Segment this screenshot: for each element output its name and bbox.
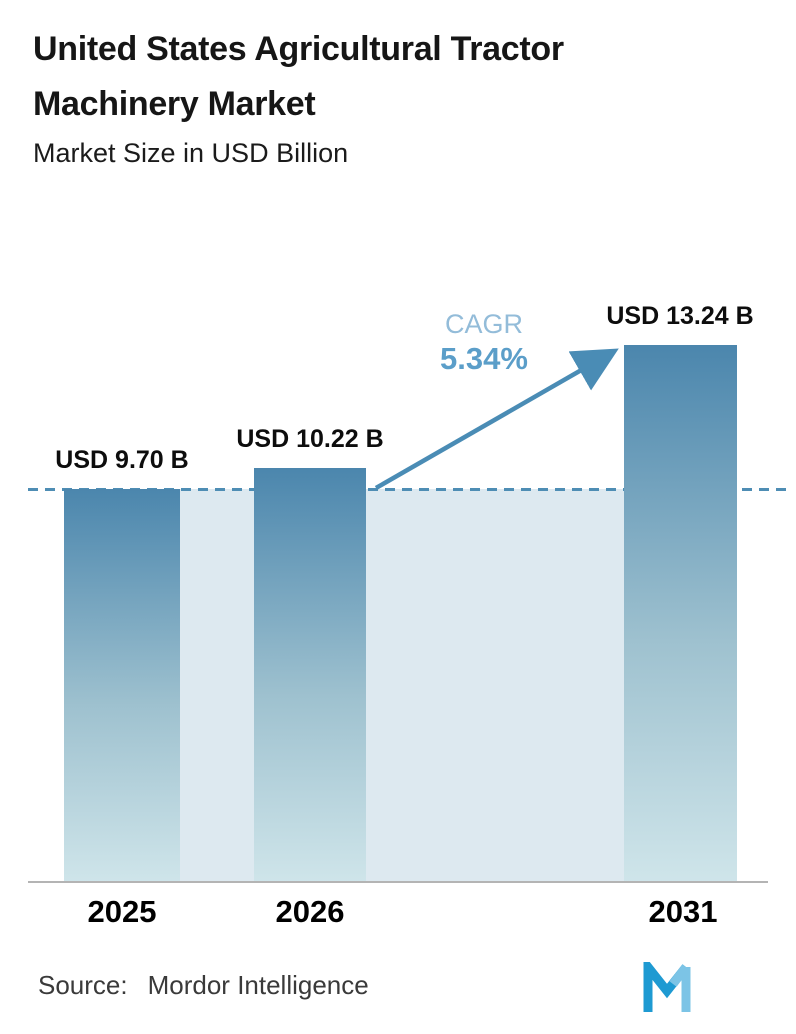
chart-subtitle: Market Size in USD Billion [33,138,349,168]
dashed-reference-line [28,488,786,492]
cagr-label: CAGR [444,309,523,339]
source-value: Mordor Intelligence [147,970,369,1000]
bar-2026 [254,468,366,883]
cagr-arrow-icon [374,348,619,490]
footer: Source: Mordor Intelligence [38,970,758,1001]
x-tick-2026: 2026 [275,894,345,929]
chart-title-line2: Machinery Market [33,85,316,123]
x-tick-2025: 2025 [87,894,157,929]
x-axis-line [28,881,768,883]
value-label-2025: USD 9.70 B [55,446,189,475]
chart-title: United States Agricultural Tractor Machi… [33,22,564,132]
bar-2031 [624,345,737,883]
chart-title-line1: United States Agricultural Tractor [33,30,564,68]
cagr-annotation: CAGR 5.34% [440,308,528,378]
bar-2025 [64,489,180,883]
value-label-2031: USD 13.24 B [606,302,754,331]
x-tick-2031: 2031 [648,894,718,929]
value-label-2026: USD 10.22 B [236,425,384,454]
mordor-intelligence-logo-icon [643,962,691,1012]
source-label: Source: [38,970,128,1000]
cagr-value: 5.34% [440,341,528,376]
